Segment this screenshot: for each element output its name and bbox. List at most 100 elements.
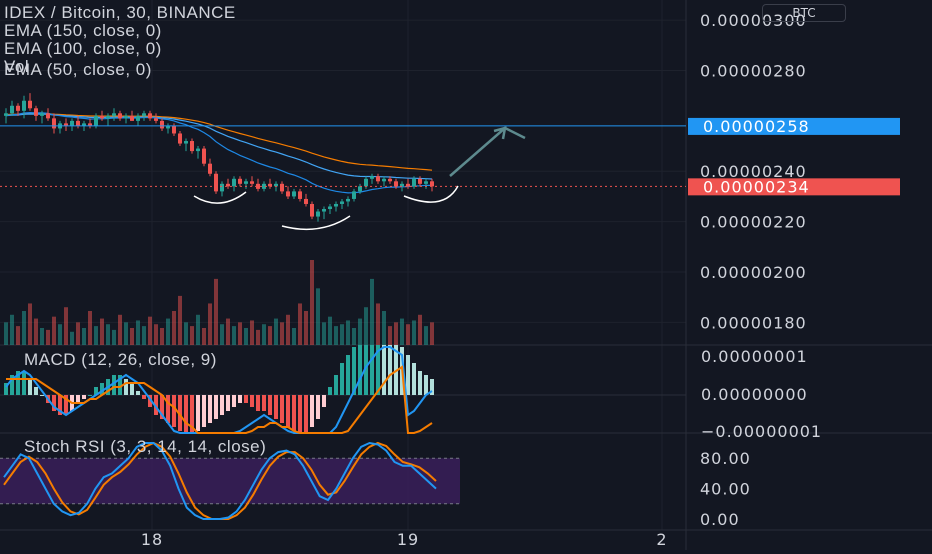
macd-histogram-bar: [292, 395, 296, 431]
price-scale-label: 0.00000240: [700, 162, 807, 181]
macd-histogram-bar: [274, 395, 278, 419]
legend-ema50[interactable]: EMA (50, close, 0): [4, 60, 152, 79]
volume-bar: [4, 322, 8, 345]
candle-body: [112, 113, 116, 116]
candle-body: [232, 178, 236, 187]
macd-histogram-bar: [334, 375, 338, 395]
candle-body: [298, 191, 302, 199]
volume-bar: [316, 288, 320, 345]
candle-body: [106, 115, 110, 119]
volume-bar: [358, 318, 362, 345]
macd-histogram-bar: [124, 379, 128, 395]
candle-body: [256, 183, 260, 189]
candle-body: [250, 181, 254, 184]
macd-histogram-bar: [28, 379, 32, 395]
macd-histogram-bar: [232, 395, 236, 407]
legend-volume[interactable]: Vol: [4, 57, 30, 76]
resistance-price-badge: [688, 117, 900, 135]
price-scale-label: 0.00000300: [700, 11, 807, 30]
volume-bar: [268, 326, 272, 345]
candle-body: [4, 113, 8, 116]
volume-bar: [82, 328, 86, 345]
candle-body: [202, 148, 206, 164]
candle-body: [190, 141, 194, 152]
candle-body: [244, 181, 248, 184]
macd-histogram-bar: [178, 395, 182, 431]
macd-histogram-bar: [370, 345, 374, 395]
right-shoulder-curve: [403, 185, 459, 203]
volume-bar: [46, 329, 50, 345]
macd-histogram-bar: [244, 395, 248, 403]
candle-body: [340, 201, 344, 204]
macd-histogram-bar: [418, 371, 422, 395]
macd-histogram-bar: [430, 379, 434, 395]
volume-bar: [286, 314, 290, 345]
candle-body: [400, 183, 404, 187]
candle-body: [88, 123, 92, 126]
ema100-line: [5, 113, 433, 180]
volume-bar: [274, 318, 278, 345]
macd-histogram-bar: [112, 375, 116, 395]
drawings: [0, 125, 686, 231]
candle-body: [148, 113, 152, 119]
volume-bar: [88, 311, 92, 345]
signal-line: [6, 365, 433, 434]
macd-scale-label: 0.00000000: [701, 385, 808, 404]
time-axis[interactable]: 18 19 2: [141, 530, 668, 549]
currency-badge[interactable]: BTC: [762, 4, 846, 22]
macd-histogram-bar: [382, 345, 386, 395]
time-axis-label: 2: [656, 530, 667, 549]
macd-histogram-bar: [220, 395, 224, 415]
candle-body: [208, 163, 212, 174]
volume-bar: [250, 320, 254, 345]
time-axis-label: 19: [397, 530, 419, 549]
volume-bar: [376, 303, 380, 345]
candle-body: [334, 203, 338, 207]
candle-body: [406, 183, 410, 187]
macd-histogram-bar: [160, 395, 164, 419]
volume-bar: [340, 324, 344, 345]
stoch-band: [0, 457, 460, 505]
candle-body: [238, 178, 242, 184]
macd-histogram-bar: [256, 395, 260, 411]
macd-histogram-bar: [388, 345, 392, 395]
macd-scale-label: 0.00000001: [701, 347, 808, 366]
stoch-k-line: [3, 441, 437, 520]
symbol-title[interactable]: IDEX / Bitcoin, 30, BINANCE: [4, 3, 236, 22]
volume-bar: [130, 328, 134, 345]
head-curve: [281, 215, 351, 231]
candle-body: [280, 183, 284, 192]
volume-bar: [118, 314, 122, 345]
macd-histogram-bar: [52, 395, 56, 411]
volume-bar: [292, 328, 296, 345]
volume-bar: [262, 324, 266, 345]
ema150-line: [5, 112, 433, 171]
macd-histogram-bar: [376, 345, 380, 395]
macd-title[interactable]: MACD (12, 26, close, 9): [24, 350, 217, 369]
volume-bar: [142, 326, 146, 345]
volume-bar: [136, 320, 140, 345]
stoch-scale-label: 40.00: [700, 480, 751, 499]
price-scale-label: 0.00000280: [700, 62, 807, 81]
volume-bar: [16, 326, 20, 345]
macd-histogram-bar: [262, 395, 266, 411]
projection-arrowhead: [493, 126, 507, 140]
macd-histogram-bar: [250, 395, 254, 407]
macd-histogram-bar: [4, 383, 8, 395]
legend-ema100[interactable]: EMA (100, close, 0): [4, 39, 162, 58]
macd-histogram-bar: [82, 395, 86, 399]
volume-bar: [298, 303, 302, 345]
candle-body: [184, 141, 188, 144]
price-scale[interactable]: 0.00000300 0.00000280 0.00000240 0.00000220…: [688, 11, 900, 529]
ema-lines: [5, 111, 433, 194]
legend-ema150[interactable]: EMA (150, close, 0): [4, 21, 162, 40]
candle-body: [196, 148, 200, 152]
candle-body: [130, 115, 134, 121]
volume-bar: [28, 303, 32, 345]
stoch-rsi-title[interactable]: Stoch RSI (3, 3, 14, 14, close): [24, 437, 267, 456]
macd-histogram-bar: [214, 395, 218, 419]
macd-histogram-bar: [226, 395, 230, 411]
volume-bar: [76, 322, 80, 345]
candle-body: [70, 120, 74, 126]
